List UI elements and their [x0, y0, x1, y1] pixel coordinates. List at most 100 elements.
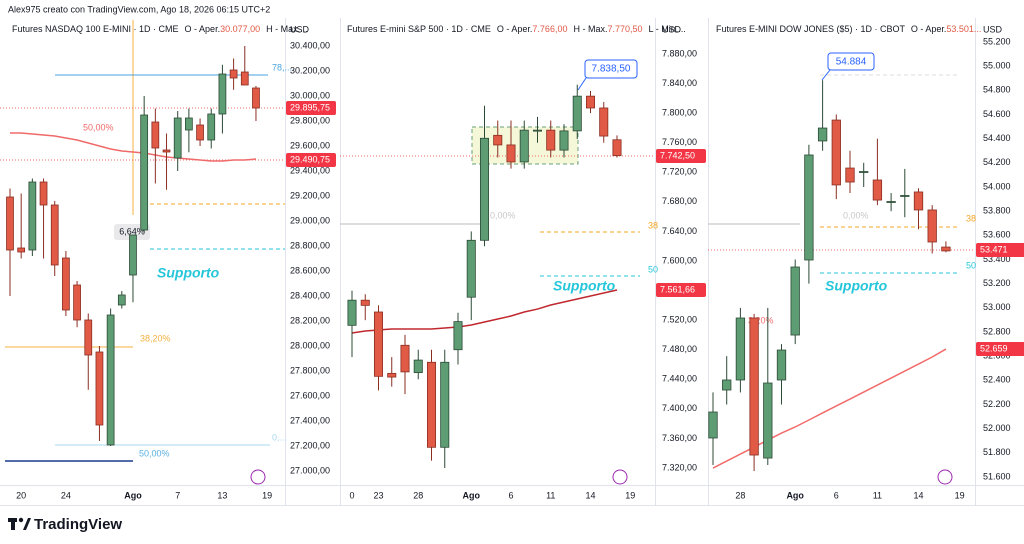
candle-body — [151, 121, 160, 149]
x-tick-label: 19 — [955, 490, 965, 500]
y-tick-label: 29.600,00 — [290, 140, 330, 150]
footer-brand: TradingView — [8, 516, 122, 533]
price-tag: 53.471 — [980, 244, 1008, 254]
y-tick-label: 27.800,00 — [290, 365, 330, 375]
price-tag: 52.659 — [980, 343, 1008, 353]
candle-body — [572, 95, 582, 132]
candle-body — [117, 294, 126, 306]
callout-label: 54.884 — [836, 57, 867, 68]
candle-body — [453, 321, 463, 351]
title-text: Futures E-mini S&P 500 · 1D · CME — [347, 24, 491, 34]
candle-body — [106, 314, 115, 446]
price-tag-bg — [286, 153, 336, 167]
candle-body — [196, 124, 204, 141]
logo-part — [18, 517, 24, 523]
y-tick-label: 28.000,00 — [290, 340, 330, 350]
legend-part: 7.770,50 — [607, 24, 642, 34]
y-tick-label: 52.200 — [983, 399, 1011, 409]
y-tick-label: 52.800 — [983, 326, 1011, 336]
alert-icon[interactable] — [937, 469, 953, 485]
candle-body — [28, 181, 37, 251]
y-tick-label: 27.600,00 — [290, 390, 330, 400]
pct-label: 6,64% — [119, 226, 145, 236]
y-tick-label: 30.400,00 — [290, 40, 330, 50]
y-tick-label: 7.880,00 — [662, 48, 697, 58]
chart-title: Futures E-mini S&P 500 · 1D · CME O - Ape… — [347, 24, 686, 34]
x-tick-label: 11 — [546, 490, 555, 500]
candle-body — [559, 130, 569, 151]
chart1-overlays: 78,... Supporto 6,64% 50,00% 38,20% 0,..… — [0, 20, 292, 485]
y-tick-label: 51.800 — [983, 447, 1011, 457]
price-tag-bg — [656, 149, 706, 163]
y-tick-label: 7.800,00 — [662, 108, 697, 118]
x-tick-label: 28 — [735, 490, 745, 500]
fib-label: 50,00% — [83, 122, 114, 132]
alert-icon[interactable] — [612, 469, 628, 485]
y-tick-label: 53.400 — [983, 254, 1011, 264]
candle-body — [763, 382, 773, 459]
x-tick-label: Ago — [124, 490, 142, 500]
candle-body — [599, 107, 609, 137]
price-tag: 29.490,75 — [290, 154, 330, 164]
candle-body — [218, 73, 227, 115]
legend-part: 30.077,00 — [220, 24, 260, 34]
candle-body — [440, 361, 450, 448]
candle-body — [735, 317, 746, 381]
y-tick-label: 53.800 — [983, 206, 1011, 216]
y-tick-label: 7.640,00 — [662, 226, 697, 236]
candle-body — [95, 351, 104, 426]
currency-label: USD — [983, 24, 1003, 34]
currency-label: USD — [662, 24, 682, 34]
y-tick-label: 53.000 — [983, 302, 1011, 312]
candle-body — [749, 317, 759, 456]
candle-body — [585, 95, 596, 109]
fib-label: 0,00% — [843, 210, 869, 220]
candle-body — [913, 191, 924, 211]
currency-label: USD — [290, 24, 310, 34]
brand-name: TradingView — [34, 516, 122, 533]
fib-label: 0,... — [272, 432, 287, 442]
chart-title: Futures E-MINI DOW JONES ($5) · 1D · CBO… — [716, 24, 981, 34]
legend-part: H - Max.... — [266, 24, 308, 34]
candle-body — [886, 201, 896, 203]
legend-part: 53.501... — [946, 24, 981, 34]
candle-body — [240, 71, 249, 86]
candle-body — [207, 113, 216, 141]
candle-body — [941, 246, 951, 252]
fib-label: 50 — [966, 260, 976, 270]
price-tag-bg — [976, 342, 1024, 356]
y-tick-label: 53.600 — [983, 230, 1011, 240]
y-tick-label: 29.000,00 — [290, 215, 330, 225]
y-tick-label: 30.200,00 — [290, 65, 330, 75]
price-tag-bg — [286, 101, 336, 115]
y-tick-label: 7.840,00 — [662, 78, 697, 88]
x-tick-label: 11 — [873, 490, 882, 500]
candle-body — [400, 344, 410, 373]
candle-body — [790, 266, 800, 336]
y-tick-label: 28.800,00 — [290, 240, 330, 250]
legend-part: 7.766,00 — [532, 24, 567, 34]
x-tick-label: 13 — [217, 490, 227, 500]
y-tick-label: 7.680,00 — [662, 196, 697, 206]
candle-body — [859, 171, 869, 173]
candle-body — [73, 284, 81, 321]
candle-body — [831, 119, 841, 186]
candle-body — [776, 349, 787, 381]
y-tick-label: 53.200 — [983, 278, 1011, 288]
price-tag: 7.742,50 — [660, 150, 695, 160]
candle-body — [479, 137, 490, 241]
callout-pointer — [577, 77, 587, 91]
y-tick-label: 52.400 — [983, 375, 1011, 385]
y-tick-label: 51.600 — [983, 471, 1011, 481]
candle-body — [817, 127, 828, 142]
alert-icon[interactable] — [250, 469, 266, 485]
candle-body — [506, 144, 516, 163]
price-tag-bg — [976, 243, 1024, 257]
x-tick-label: 20 — [16, 490, 26, 500]
candle-body — [162, 149, 171, 153]
candle-body — [39, 181, 48, 206]
y-tick-label: 55.000 — [983, 61, 1011, 71]
candle-body — [927, 209, 937, 243]
candle-body — [387, 372, 397, 378]
x-tick-label: 23 — [373, 490, 383, 500]
